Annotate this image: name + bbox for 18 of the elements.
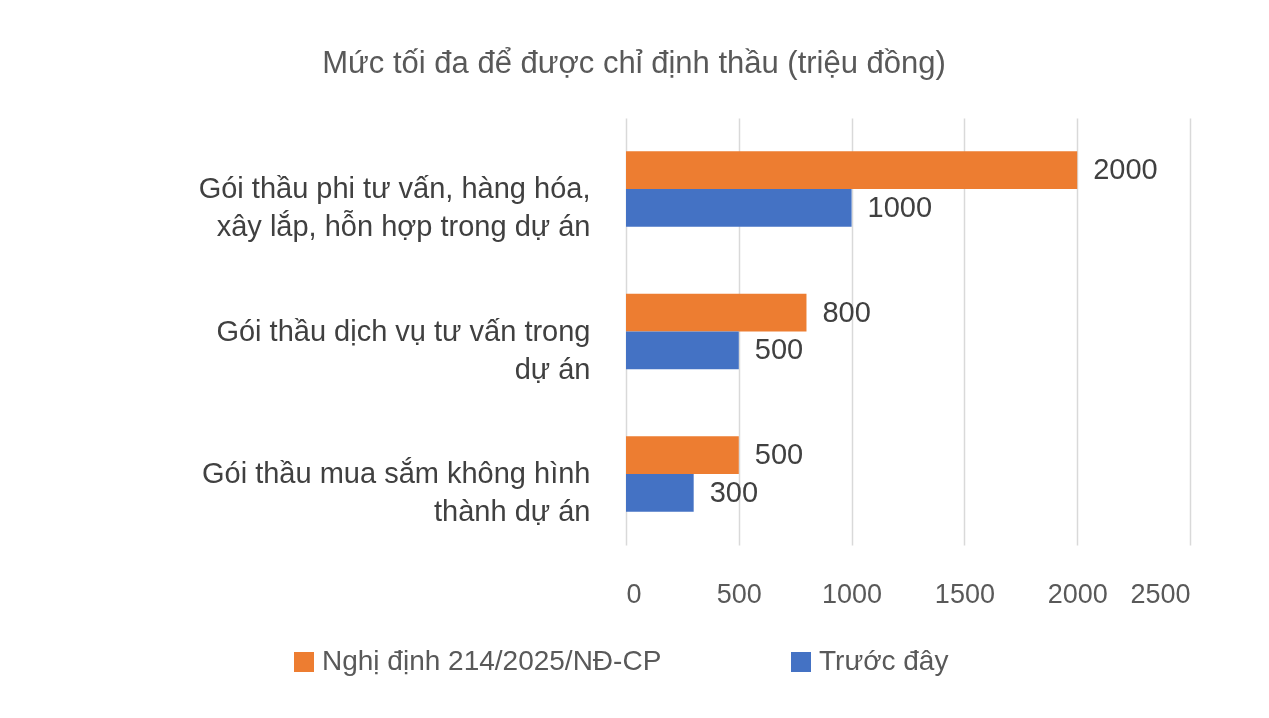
data-label: 500 <box>754 333 804 366</box>
x-tick-label: 0 <box>626 578 642 609</box>
y-tick-label: Gói thầu dịch vụ tư vấn trong dự án <box>216 314 591 385</box>
data-label: 500 <box>754 438 804 471</box>
chart-title: Mức tối đa để được chỉ định thầu (triệu đồng) <box>322 45 946 80</box>
x-tick-label: 1500 <box>934 578 995 609</box>
data-label: 2000 <box>1093 153 1158 186</box>
x-tick-label: 2000 <box>1047 578 1108 609</box>
data-label: 1000 <box>867 190 933 223</box>
y-tick-label: Gói thầu mua sắm không hình thành dự án <box>201 457 591 528</box>
x-tick-label: 2500 <box>1130 578 1191 609</box>
y-tick-label: Gói thầu phi tư vấn, hàng hóa, xây lắp, hỗn hợp trong dự án <box>198 171 591 242</box>
legend-label: Trước đây <box>819 645 949 676</box>
x-tick-label: 500 <box>716 578 762 609</box>
legend-label: Nghị định 214/2025/NĐ-CP <box>322 645 662 676</box>
data-label: 800 <box>822 295 871 328</box>
data-label: 300 <box>709 475 759 508</box>
x-tick-label: 1000 <box>822 578 883 609</box>
